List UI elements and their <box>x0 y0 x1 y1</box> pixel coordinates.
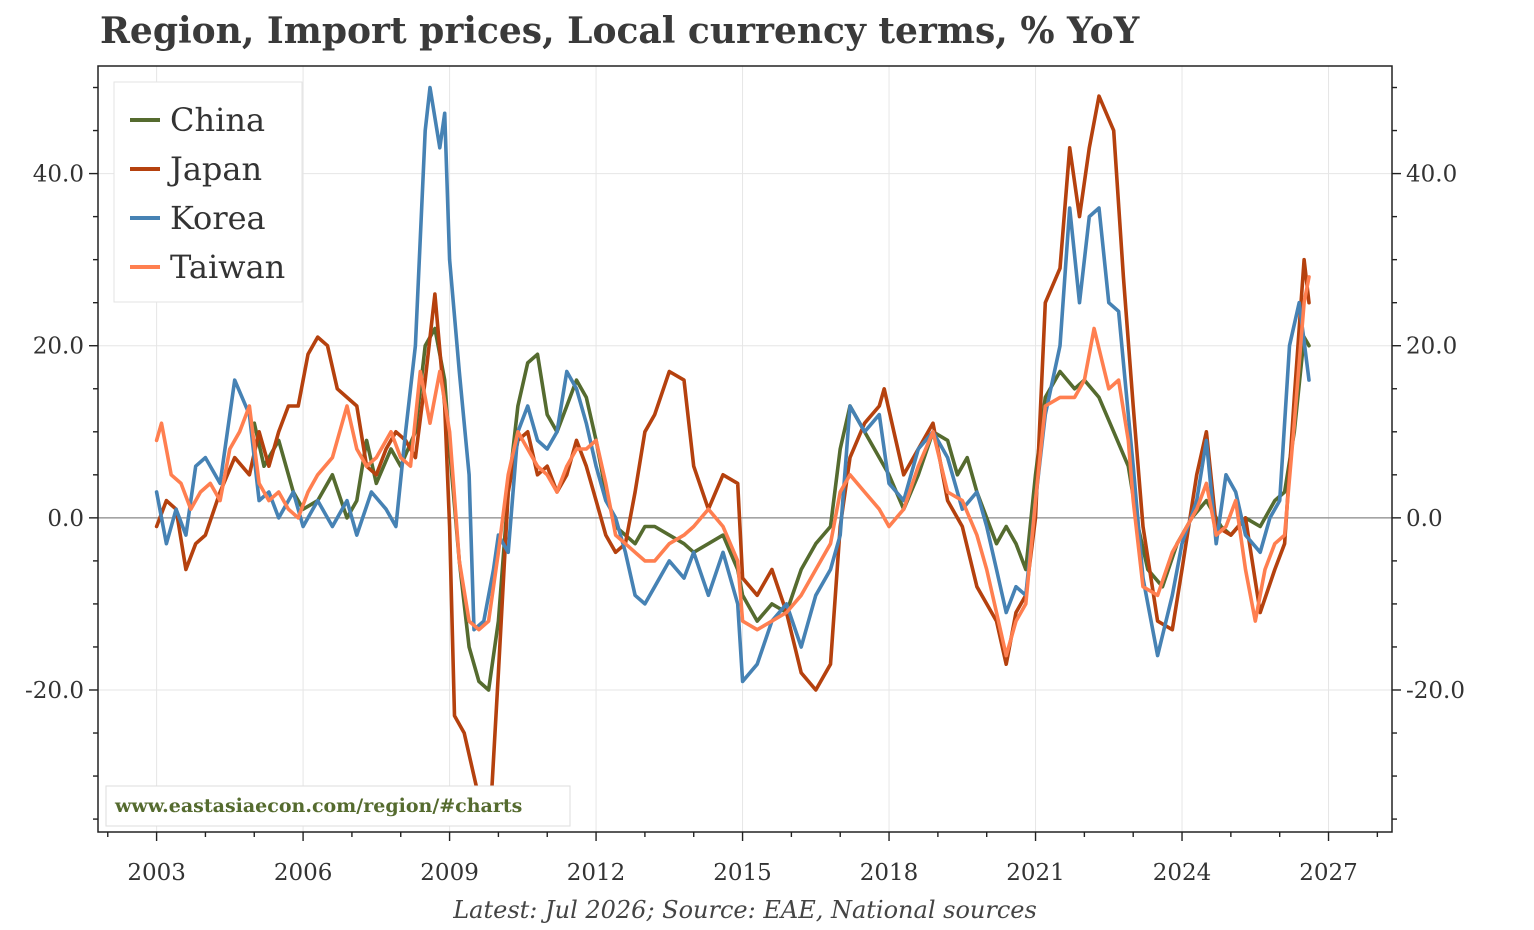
watermark-text: www.eastasiaecon.com/region/#charts <box>114 795 522 817</box>
series-lines <box>154 85 1311 821</box>
x-tick-label: 2021 <box>1006 860 1065 886</box>
x-tick-label: 2018 <box>860 860 919 886</box>
y-tick-label-right: 20.0 <box>1406 334 1457 360</box>
y-tick-label-right: 0.0 <box>1406 506 1443 532</box>
x-tick-label: 2024 <box>1153 860 1212 886</box>
y-tick-label-left: 0.0 <box>47 506 84 532</box>
x-tick-label: 2012 <box>567 860 626 886</box>
chart-title: Region, Import prices, Local currency te… <box>100 10 1140 52</box>
y-tick-label-left: 20.0 <box>33 334 84 360</box>
series-line-japan <box>154 94 1311 821</box>
y-tick-label-left: 40.0 <box>33 162 84 188</box>
x-tick-label: 2006 <box>274 860 333 886</box>
y-tick-label-right: 40.0 <box>1406 162 1457 188</box>
x-tick-label: 2027 <box>1299 860 1358 886</box>
y-tick-label-right: -20.0 <box>1406 678 1465 704</box>
x-tick-label: 2003 <box>127 860 186 886</box>
legend-label: Korea <box>170 199 266 237</box>
legend-label: Japan <box>167 150 262 188</box>
legend: China Japan Korea Taiwan <box>113 81 303 303</box>
series-line-taiwan <box>154 275 1311 658</box>
legend-label: China <box>170 101 265 139</box>
y-tick-label-left: -20.0 <box>25 678 84 704</box>
series-line-korea <box>154 85 1311 684</box>
series-line-china <box>252 326 1311 692</box>
axes: 2003 2006 2009 2012 2015 2018 2021 2024 2027 -20.… <box>25 86 1465 886</box>
watermark-box: www.eastasiaecon.com/region/#charts <box>105 785 571 827</box>
x-tick-label: 2015 <box>713 860 772 886</box>
x-tick-label: 2009 <box>420 860 479 886</box>
plot-frame <box>97 65 1393 833</box>
source-footnote: Latest: Jul 2026; Source: EAE, National … <box>452 896 1037 924</box>
legend-label: Taiwan <box>170 248 285 286</box>
